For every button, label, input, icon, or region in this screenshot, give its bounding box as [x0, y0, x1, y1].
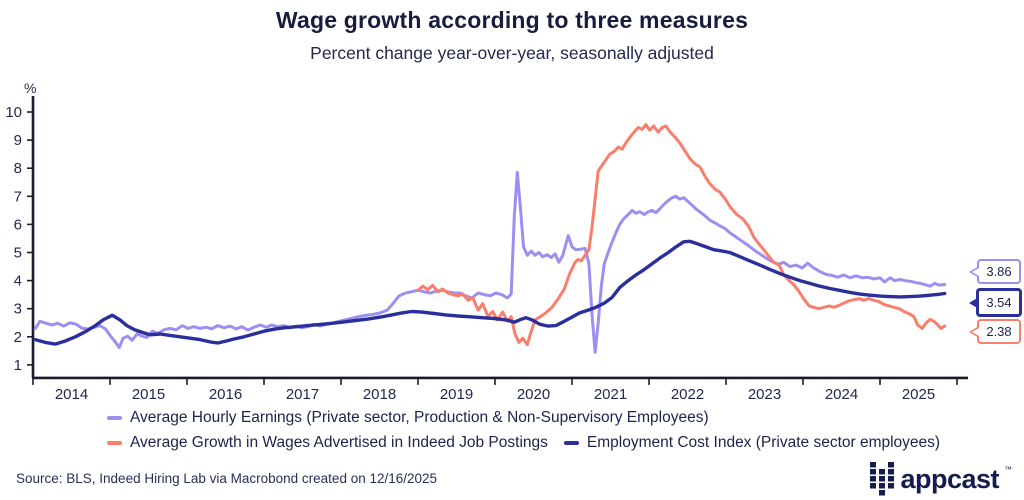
end-label-indeed: 2.38: [969, 319, 1021, 344]
appcast-logo-wordmark: appcast: [900, 463, 999, 494]
callout-arrow-icon: [969, 265, 979, 278]
legend-row-2: Average Growth in Wages Advertised in In…: [107, 434, 940, 452]
series-line-indeed: [416, 123, 947, 347]
legend-item-eci: Employment Cost Index (Private sector em…: [563, 434, 941, 452]
trademark-symbol: ™: [1004, 464, 1012, 474]
y-tick-label: 6: [14, 216, 22, 233]
legend-row-1: Average Hourly Earnings (Private sector,…: [107, 409, 940, 427]
y-tick-label: 4: [14, 273, 22, 290]
series-line-ahe: [33, 170, 947, 354]
chart-legend: Average Hourly Earnings (Private sector,…: [107, 409, 940, 452]
x-tick-label: 2018: [363, 386, 396, 403]
y-tick-label: 9: [14, 132, 22, 149]
x-tick-label: 2021: [594, 386, 627, 403]
callout-arrow-icon: [969, 325, 979, 338]
y-tick-label: 1: [14, 357, 22, 374]
legend-item-indeed: Average Growth in Wages Advertised in In…: [107, 434, 548, 452]
x-tick-label: 2014: [55, 386, 88, 403]
y-tick-label: 7: [14, 188, 22, 205]
y-tick-label: 10: [5, 104, 22, 121]
end-label-eci-value: 3.54: [986, 295, 1012, 310]
x-tick-label: 2023: [748, 386, 781, 403]
y-tick-label: 8: [14, 160, 22, 177]
legend-label-indeed: Average Growth in Wages Advertised in In…: [130, 434, 548, 451]
page-title: Wage growth according to three measures: [275, 7, 749, 33]
legend-label-eci: Employment Cost Index (Private sector em…: [586, 434, 941, 451]
x-tick-label: 2015: [132, 386, 165, 403]
y-tick-label: 5: [14, 245, 22, 262]
end-label-indeed-value: 2.38: [986, 324, 1012, 339]
x-tick-label: 2017: [286, 386, 319, 403]
legend-item-ahe: Average Hourly Earnings (Private sector,…: [107, 409, 709, 427]
legend-swatch-ahe: [107, 416, 122, 420]
y-axis-unit-label: %: [24, 80, 37, 96]
y-tick-label: 2: [14, 329, 22, 346]
x-tick-label: 2024: [825, 386, 858, 403]
appcast-logo: appcast ™: [870, 462, 1012, 496]
x-tick-label: 2016: [209, 386, 242, 403]
legend-swatch-indeed: [107, 441, 122, 445]
x-tick-label: 2022: [671, 386, 704, 403]
end-label-eci: 3.54: [969, 288, 1022, 317]
legend-swatch-eci: [563, 441, 579, 445]
appcast-logo-icon: [870, 462, 895, 496]
x-tick-label: 2019: [440, 386, 473, 403]
legend-label-ahe: Average Hourly Earnings (Private sector,…: [130, 409, 709, 426]
callout-arrow-icon: [969, 296, 979, 309]
series-line-eci: [33, 239, 947, 346]
end-label-ahe-value: 3.86: [986, 264, 1012, 279]
end-label-ahe: 3.86: [969, 259, 1021, 284]
x-tick-label: 2020: [517, 386, 550, 403]
x-tick-label: 2025: [902, 386, 935, 403]
y-tick-label: 3: [14, 301, 22, 318]
source-note: Source: BLS, Indeed Hiring Lab via Macro…: [16, 471, 438, 486]
chart-subtitle: Percent change year-over-year, seasonall…: [310, 43, 714, 63]
